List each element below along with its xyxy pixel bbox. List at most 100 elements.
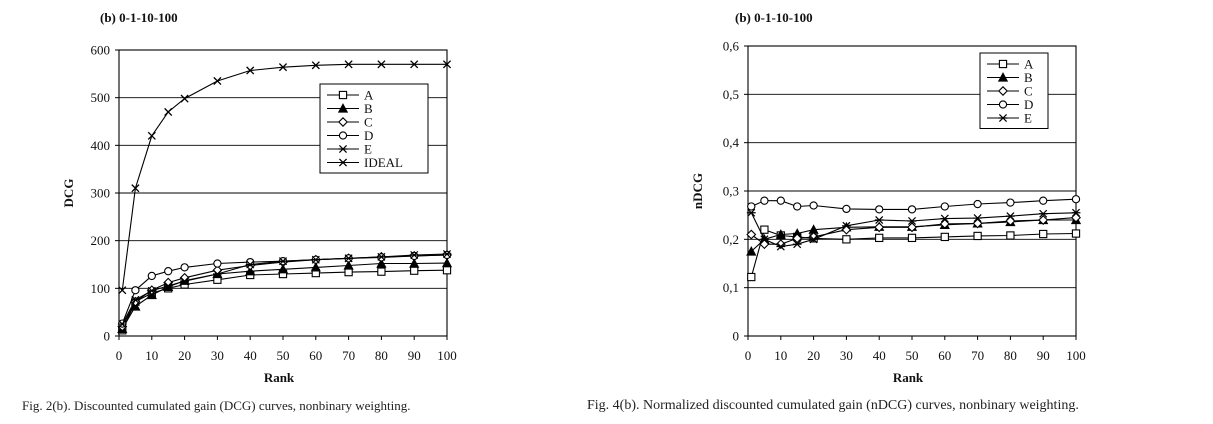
dcg-chart: (b) 0-1-10-100 0 100 200 300 400 500 600 0 10 20 30… <box>61 10 457 385</box>
dcg-point-b <box>245 265 256 276</box>
dcg-x-tick-label: 30 <box>211 348 224 363</box>
ndcg-legend-marker-c <box>998 86 1008 96</box>
ndcg-series-d <box>747 195 1081 214</box>
dcg-x-tick-label: 40 <box>244 348 257 363</box>
ndcg-x-tick-label: 10 <box>774 348 787 363</box>
dcg-legend-label-d: D <box>364 128 373 143</box>
ndcg-point-e <box>1038 209 1048 218</box>
ndcg-legend-label-a: A <box>1024 57 1034 72</box>
dcg-point-b <box>441 257 453 268</box>
ndcg-point-c <box>874 222 885 233</box>
ndcg-x-tick-label: 20 <box>807 348 820 363</box>
ndcg-point-e <box>792 240 802 249</box>
ndcg-x-tick-label: 90 <box>1037 348 1050 363</box>
dcg-x-tick-label: 10 <box>145 348 158 363</box>
dcg-y-axis-label: DCG <box>61 179 76 208</box>
ndcg-point-d <box>907 205 917 214</box>
ndcg-point-b <box>775 229 786 239</box>
dcg-plot-frame <box>118 49 448 337</box>
dcg-point-ideal <box>278 63 288 72</box>
dcg-point-ideal <box>344 60 353 69</box>
dcg-point-d <box>147 271 156 281</box>
dcg-legend-box <box>319 83 429 174</box>
ndcg-point-c <box>907 222 917 233</box>
ndcg-point-e <box>940 214 950 223</box>
dcg-line-a <box>121 269 448 331</box>
ndcg-point-d <box>1006 198 1015 207</box>
dcg-point-d <box>442 250 452 260</box>
ndcg-legend-label-b: B <box>1024 70 1033 85</box>
ndcg-legend-label-c: C <box>1024 84 1033 99</box>
dcg-series-a <box>118 266 452 335</box>
ndcg-point-e <box>1071 208 1081 217</box>
dcg-x-tick-label: 0 <box>116 348 123 363</box>
dcg-point-a <box>410 266 419 275</box>
ndcg-point-d <box>793 202 802 211</box>
ndcg-point-a <box>1006 231 1015 240</box>
dcg-point-d <box>131 286 140 295</box>
dcg-y-tick-label: 200 <box>91 233 111 248</box>
dcg-legend-marker-c <box>338 117 348 127</box>
dcg-y-tick-label: 600 <box>91 43 111 58</box>
ndcg-point-d <box>940 202 949 211</box>
ndcg-point-a <box>747 272 756 282</box>
dcg-point-ideal <box>377 60 386 69</box>
dcg-legend-marker-a <box>338 90 348 100</box>
ndcg-y-tick-label: 0,5 <box>723 87 739 102</box>
ndcg-point-c <box>939 218 950 229</box>
dcg-point-a <box>377 267 386 276</box>
dcg-legend-marker-ideal <box>338 158 348 167</box>
dcg-point-c <box>179 272 190 283</box>
dcg-point-ideal <box>442 60 452 69</box>
ndcg-point-a <box>1039 229 1048 239</box>
dcg-point-e <box>409 250 419 259</box>
ndcg-x-tick-label: 0 <box>745 348 752 363</box>
dcg-point-e <box>311 255 321 264</box>
ndcg-point-a <box>842 235 851 244</box>
dcg-y-tick-label: 0 <box>104 329 111 344</box>
dcg-x-tick-label: 100 <box>437 348 457 363</box>
ndcg-point-d <box>776 196 785 205</box>
dcg-y-tick-label: 400 <box>91 138 111 153</box>
dcg-x-tick-label: 80 <box>375 348 388 363</box>
dcg-legend-label-a: A <box>364 88 374 103</box>
ndcg-legend-marker-d <box>998 100 1008 109</box>
dcg-point-e <box>245 260 255 269</box>
ndcg-point-b <box>746 246 757 256</box>
dcg-point-b <box>409 258 420 268</box>
ndcg-y-tick-label: 0,2 <box>723 232 739 247</box>
ndcg-point-e <box>973 214 982 223</box>
ndcg-x-tick-label: 80 <box>1004 348 1017 363</box>
dcg-point-d <box>180 263 189 272</box>
ndcg-point-a <box>940 232 949 242</box>
dcg-point-ideal <box>118 286 127 295</box>
dcg-point-e <box>163 281 173 290</box>
ndcg-x-tick-label: 40 <box>873 348 886 363</box>
dcg-point-a <box>344 267 353 277</box>
ndcg-chart-title: (b) 0-1-10-100 <box>735 10 813 25</box>
ndcg-point-d <box>1039 196 1048 205</box>
dcg-point-b <box>376 258 387 268</box>
ndcg-point-a <box>875 233 884 243</box>
dcg-point-e <box>180 277 189 286</box>
dcg-point-d <box>410 251 419 261</box>
fig4-caption: Fig. 4(b). Normalized discounted cumulat… <box>587 398 1079 413</box>
dcg-point-d <box>213 259 222 268</box>
ndcg-legend-marker-e <box>998 113 1008 123</box>
ndcg-point-a <box>1071 229 1081 238</box>
dcg-point-e <box>442 249 452 259</box>
dcg-point-e <box>278 257 288 266</box>
ndcg-point-c <box>972 218 983 229</box>
ndcg-x-tick-label: 50 <box>906 348 919 363</box>
ndcg-y-tick-label: 0,6 <box>723 39 740 54</box>
dcg-chart-title: (b) 0-1-10-100 <box>100 10 178 25</box>
dcg-point-ideal <box>311 61 320 70</box>
ndcg-point-c <box>746 229 757 240</box>
ndcg-point-d <box>973 199 982 209</box>
dcg-y-tick-label: 100 <box>91 281 111 296</box>
dcg-point-b <box>310 261 321 272</box>
ndcg-point-e <box>907 216 917 225</box>
ndcg-point-e <box>760 235 769 244</box>
